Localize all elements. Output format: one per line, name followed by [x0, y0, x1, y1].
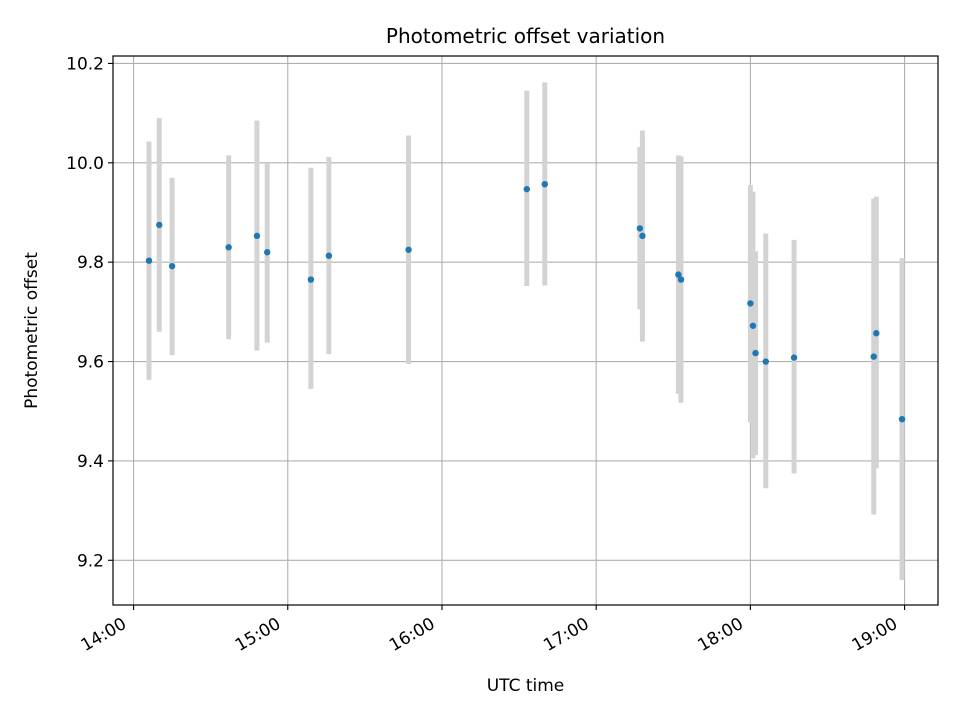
data-point [636, 225, 644, 232]
plot-frame [112, 55, 939, 606]
data-point [523, 185, 530, 193]
y-tick-label: 10.0 [66, 154, 104, 174]
x-axis-label: UTC time [487, 676, 565, 696]
y-axis-ticks: 9.2 9.4 9.6 9.8 10.0 10.2 [66, 54, 113, 571]
data-point [790, 354, 798, 361]
data-points [145, 180, 906, 423]
data-point [541, 180, 548, 188]
data-point [870, 353, 877, 360]
y-tick-label: 9.6 [77, 353, 104, 373]
data-point [749, 322, 757, 329]
chart-title: Photometric offset variation [386, 24, 665, 48]
data-point [156, 221, 163, 229]
y-tick-label: 9.8 [77, 253, 104, 273]
data-point [145, 257, 153, 264]
data-point [675, 271, 682, 278]
y-tick-label: 9.2 [77, 551, 104, 571]
data-point [225, 244, 232, 251]
data-point [325, 252, 333, 259]
data-point [752, 349, 759, 357]
data-point [264, 249, 271, 256]
data-point [873, 330, 880, 337]
y-tick-label: 9.4 [77, 452, 104, 472]
data-point [307, 276, 315, 283]
y-tick-label: 10.2 [66, 54, 104, 74]
data-point [253, 232, 261, 240]
data-point [168, 262, 176, 270]
data-point [405, 246, 412, 253]
data-point [762, 358, 770, 365]
data-point [747, 300, 754, 307]
data-point [677, 276, 685, 283]
data-point [898, 415, 906, 423]
y-axis-label: Photometric offset [22, 252, 42, 409]
data-point [639, 232, 646, 240]
